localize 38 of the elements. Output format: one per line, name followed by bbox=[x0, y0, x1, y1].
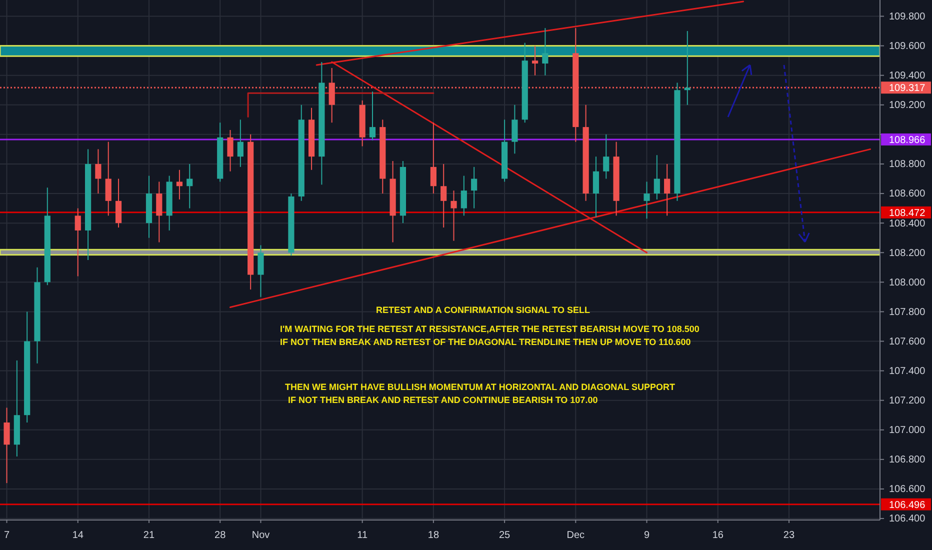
x-tick-label: Nov bbox=[252, 530, 270, 542]
x-tick-label: Dec bbox=[566, 530, 585, 542]
ref-line-label: 108.472 bbox=[889, 208, 926, 219]
x-tick-label: 16 bbox=[712, 530, 724, 542]
x-tick-label: 9 bbox=[644, 530, 650, 542]
y-tick-label: 108.400 bbox=[889, 218, 926, 230]
x-tick-label: 25 bbox=[498, 530, 511, 542]
y-tick-label: 109.400 bbox=[889, 70, 926, 82]
y-tick-label: 106.600 bbox=[889, 484, 926, 496]
ref-line-label: 109.317 bbox=[889, 83, 926, 94]
x-tick-label: 14 bbox=[72, 530, 84, 542]
x-tick-label: 28 bbox=[214, 530, 226, 542]
y-tick-label: 109.600 bbox=[889, 40, 926, 52]
x-tick-label: 11 bbox=[357, 530, 368, 542]
y-tick-label: 107.800 bbox=[889, 306, 926, 318]
annotation: I'M WAITING FOR THE RETEST AT RESISTANCE,AFTER THE RETEST BEARISH MOVE TO 108.500 bbox=[280, 324, 700, 334]
y-tick-label: 108.600 bbox=[889, 188, 926, 200]
x-tick-label: 7 bbox=[4, 530, 10, 542]
y-tick-label: 107.400 bbox=[889, 366, 926, 377]
x-tick-label: 23 bbox=[783, 530, 795, 542]
y-tick-label: 109.800 bbox=[889, 11, 926, 22]
y-tick-label: 106.400 bbox=[889, 514, 926, 525]
y-tick-label: 108.000 bbox=[889, 277, 926, 288]
x-tick-label: 21 bbox=[143, 530, 155, 542]
y-tick-label: 108.800 bbox=[889, 159, 926, 170]
annotation: THEN WE MIGHT HAVE BULLISH MOMENTUM AT HORIZONTAL AND DIAGONAL SUPPORT bbox=[285, 382, 676, 392]
ref-line-label: 106.496 bbox=[889, 500, 926, 511]
y-tick-label: 107.000 bbox=[889, 425, 926, 436]
x-tick-label: 18 bbox=[428, 530, 440, 542]
y-tick-label: 106.800 bbox=[889, 454, 926, 466]
y-tick-label: 109.200 bbox=[889, 100, 926, 112]
ref-line-label: 108.966 bbox=[889, 134, 926, 146]
annotation: RETEST AND A CONFIRMATION SIGNAL TO SELL bbox=[376, 305, 591, 315]
y-tick-label: 107.200 bbox=[889, 396, 926, 407]
annotation: IF NOT THEN BREAK AND RETEST AND CONTINUE BEARISH TO 107.00 bbox=[288, 395, 598, 405]
y-tick-label: 107.600 bbox=[889, 336, 926, 348]
annotation: IF NOT THEN BREAK AND RETEST OF THE DIAGONAL TRENDLINE THEN UP MOVE TO 110.600 bbox=[280, 337, 691, 347]
y-tick-label: 108.200 bbox=[889, 248, 926, 259]
